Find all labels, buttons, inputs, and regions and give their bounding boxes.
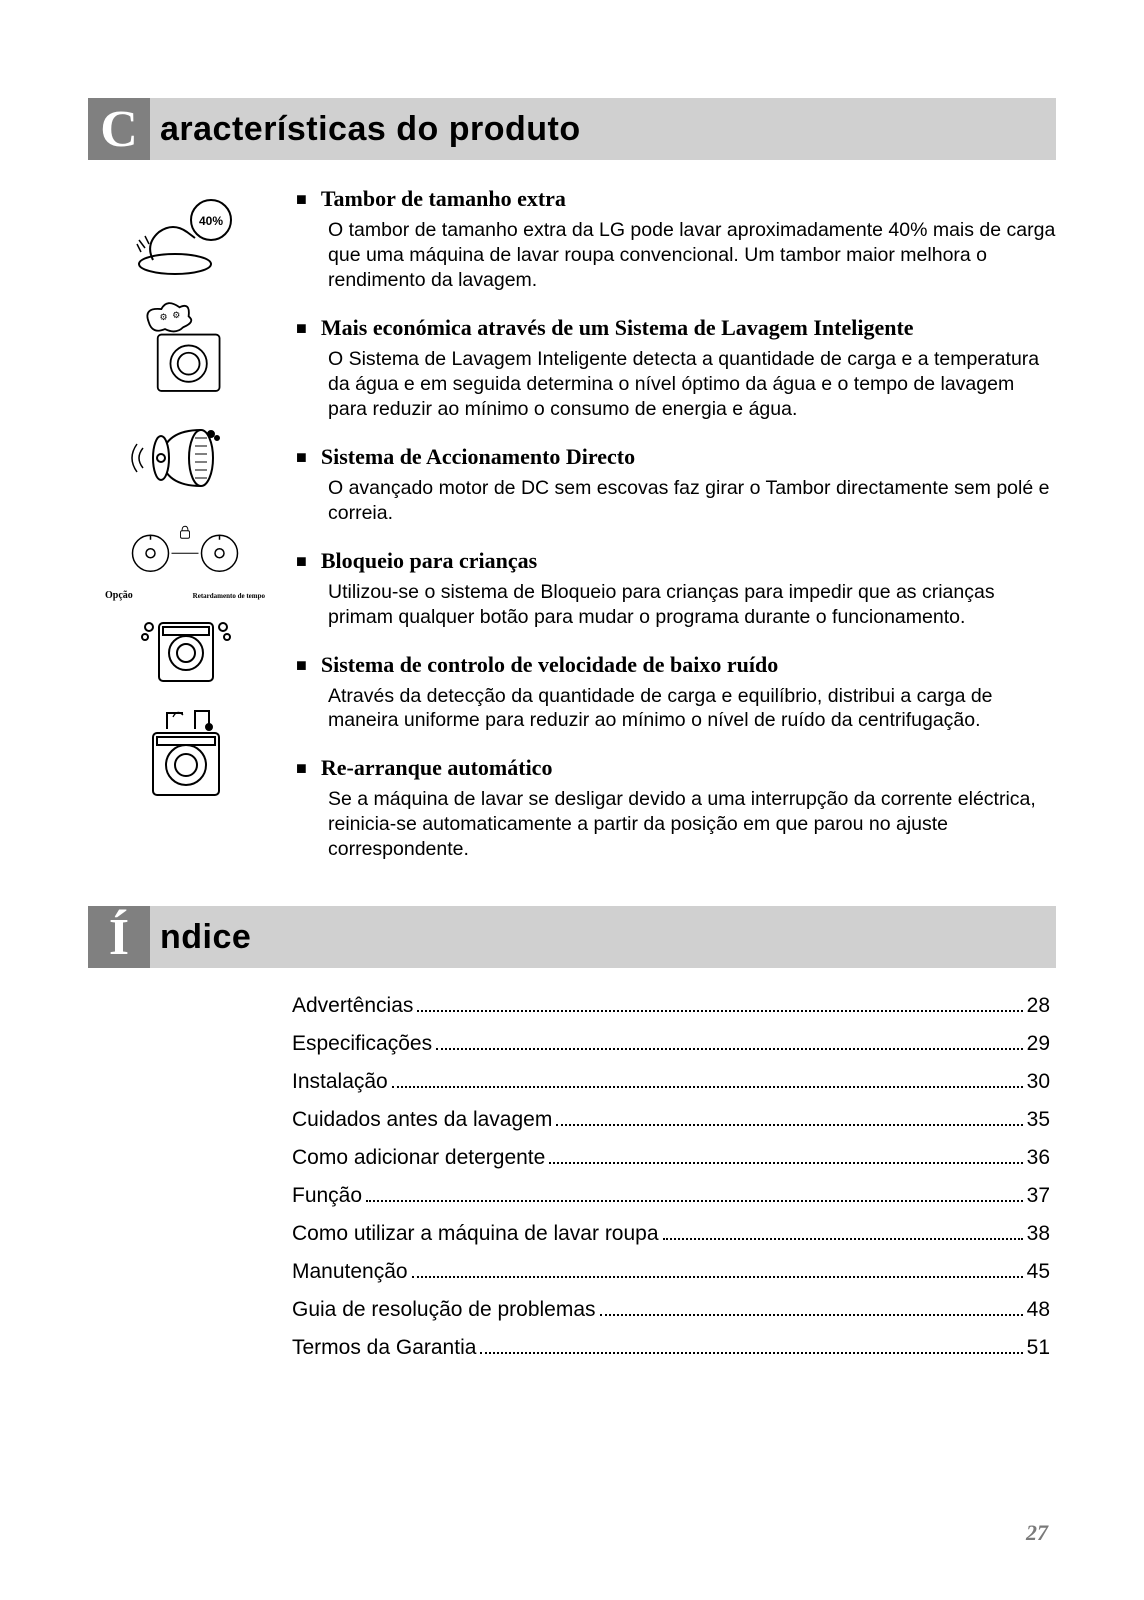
toc-label: Cuidados antes da lavagem [292, 1108, 552, 1132]
toc-page: 38 [1027, 1222, 1050, 1246]
toc-label: Instalação [292, 1070, 388, 1094]
svg-text:⚙: ⚙ [160, 312, 168, 322]
toc-page: 29 [1027, 1032, 1050, 1056]
svg-text:⚙: ⚙ [172, 310, 180, 320]
bullet-icon: ■ [296, 652, 307, 678]
toc-label: Advertências [292, 994, 413, 1018]
toc-label: Função [292, 1184, 362, 1208]
illus-extra-drum: 40% [125, 192, 245, 292]
illus-child-lock [125, 516, 245, 586]
feature-body: O avançado motor de DC sem escovas faz g… [296, 476, 1056, 526]
toc-leader [556, 1124, 1022, 1126]
section-heading-index: Í ndice [88, 906, 1056, 968]
label-opcao: Opção [105, 590, 133, 601]
toc-row: Cuidados antes da lavagem 35 [292, 1108, 1050, 1132]
heading-text-index: ndice [150, 918, 251, 957]
toc-row: Instalação 30 [292, 1070, 1050, 1094]
features-text-column: ■ Tambor de tamanho extra O tambor de tam… [296, 186, 1056, 862]
feature-body: Se a máquina de lavar se desligar devido… [296, 787, 1056, 862]
feature-item: ■ Tambor de tamanho extra O tambor de tam… [296, 186, 1056, 293]
toc-page: 30 [1027, 1070, 1050, 1094]
toc-row: Especificações 29 [292, 1032, 1050, 1056]
feature-title: Sistema de controlo de velocidade de bai… [321, 652, 778, 678]
bullet-icon: ■ [296, 186, 307, 212]
toc-row: Guia de resolução de problemas 48 [292, 1298, 1050, 1322]
bullet-icon: ■ [296, 444, 307, 470]
toc-row: Advertências 28 [292, 994, 1050, 1018]
toc-leader [417, 1010, 1022, 1012]
toc-label: Especificações [292, 1032, 432, 1056]
feature-title: Bloqueio para crianças [321, 548, 537, 574]
toc-page: 36 [1027, 1146, 1050, 1170]
toc-page: 48 [1027, 1298, 1050, 1322]
toc-row: Como utilizar a máquina de lavar roupa 38 [292, 1222, 1050, 1246]
toc-leader [549, 1162, 1022, 1164]
features-container: 40% ⚙ ⚙ [88, 186, 1056, 862]
toc-leader [600, 1314, 1023, 1316]
toc-row: Função 37 [292, 1184, 1050, 1208]
toc-leader [366, 1200, 1023, 1202]
feature-item: ■ Mais económica através de um Sistema de… [296, 315, 1056, 422]
feature-body: O Sistema de Lavagem Inteligente detecta… [296, 347, 1056, 422]
feature-item: ■ Bloqueio para crianças Utilizou-se o si… [296, 548, 1056, 630]
illus-direct-drive [125, 408, 245, 508]
toc-page: 37 [1027, 1184, 1050, 1208]
illustration-column: 40% ⚙ ⚙ [94, 186, 276, 862]
toc-label: Manutenção [292, 1260, 408, 1284]
feature-title: Re-arranque automático [321, 755, 553, 781]
illus-child-lock-labels: Opção Retardamento de tempo [105, 590, 265, 601]
dropcap-i: Í [88, 906, 150, 968]
toc-row: Como adicionar detergente 36 [292, 1146, 1050, 1170]
toc-label: Guia de resolução de problemas [292, 1298, 596, 1322]
illus-auto-restart [125, 703, 245, 803]
illus-low-noise [125, 609, 245, 695]
toc-leader [412, 1276, 1023, 1278]
toc-row: Manutenção 45 [292, 1260, 1050, 1284]
dropcap-c: C [88, 98, 150, 160]
feature-body: O tambor de tamanho extra da LG pode lav… [296, 218, 1056, 293]
toc-page: 51 [1027, 1336, 1050, 1360]
toc-label: Termos da Garantia [292, 1336, 476, 1360]
feature-title: Sistema de Accionamento Directo [321, 444, 635, 470]
toc-leader [436, 1048, 1023, 1050]
feature-body: Através da detecção da quantidade de car… [296, 684, 1056, 734]
section-heading-features: C aracterísticas do produto [88, 98, 1056, 160]
toc-page: 45 [1027, 1260, 1050, 1284]
heading-text-features: aracterísticas do produto [150, 110, 581, 149]
toc-page: 28 [1027, 994, 1050, 1018]
toc-page: 35 [1027, 1108, 1050, 1132]
table-of-contents: Advertências 28 Especificações 29 Instalaç… [88, 994, 1056, 1360]
illus-intelligent: ⚙ ⚙ [125, 300, 245, 400]
toc-label: Como adicionar detergente [292, 1146, 545, 1170]
feature-item: ■ Sistema de Accionamento Directo O avanç… [296, 444, 1056, 526]
toc-leader [663, 1238, 1023, 1240]
toc-leader [392, 1086, 1023, 1088]
feature-body: Utilizou-se o sistema de Bloqueio para c… [296, 580, 1056, 630]
bullet-icon: ■ [296, 755, 307, 781]
toc-row: Termos da Garantia 51 [292, 1336, 1050, 1360]
svg-text:40%: 40% [199, 214, 223, 228]
feature-title: Mais económica através de um Sistema de … [321, 315, 914, 341]
toc-leader [480, 1352, 1022, 1354]
page-number: 27 [1026, 1520, 1048, 1546]
feature-title: Tambor de tamanho extra [321, 186, 566, 212]
bullet-icon: ■ [296, 548, 307, 574]
feature-item: ■ Sistema de controlo de velocidade de ba… [296, 652, 1056, 734]
bullet-icon: ■ [296, 315, 307, 341]
feature-item: ■ Re-arranque automático Se a máquina de … [296, 755, 1056, 862]
toc-label: Como utilizar a máquina de lavar roupa [292, 1222, 659, 1246]
label-retardamento: Retardamento de tempo [193, 590, 265, 601]
